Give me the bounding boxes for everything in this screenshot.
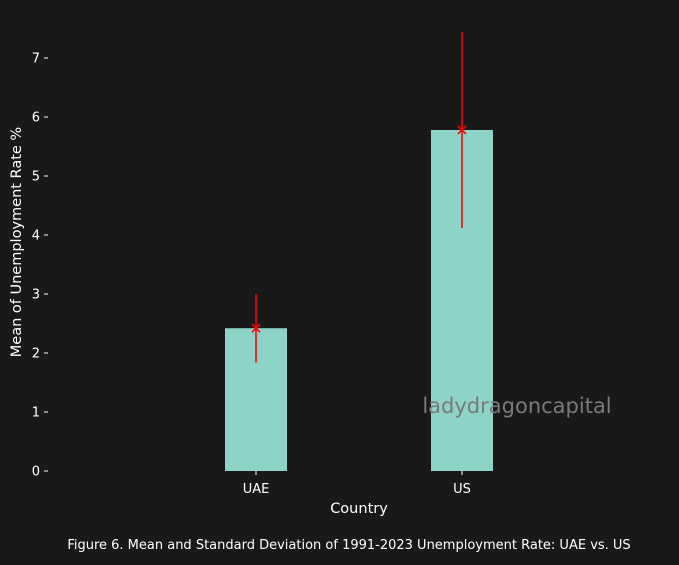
y-tick-label: 0: [32, 465, 40, 480]
bars-layer: [225, 129, 493, 472]
figure-caption: Figure 6. Mean and Standard Deviation of…: [67, 538, 630, 553]
y-axis-label: Mean of Unemployment Rate %: [9, 127, 25, 357]
error-bars-layer: [251, 32, 467, 363]
watermark-text: ladydragoncapital: [422, 394, 611, 418]
y-tick-label: 1: [32, 406, 40, 421]
x-tick-label: UAE: [243, 482, 270, 497]
y-tick-label: 3: [32, 288, 40, 303]
x-tick-label: US: [453, 482, 471, 497]
y-tick-label: 5: [32, 170, 40, 185]
y-axis: 0 1 2 3 4 5 6 7: [32, 52, 48, 480]
y-tick-label: 4: [32, 229, 40, 244]
mean-marker-stroke: [251, 323, 261, 333]
y-tick-label: 7: [32, 52, 40, 67]
mean-marker-uae: [251, 323, 261, 333]
mean-marker-stroke: [457, 125, 467, 135]
y-tick-label: 2: [32, 347, 40, 362]
x-axis-label: Country: [330, 501, 388, 517]
x-axis: UAE US: [243, 471, 471, 497]
mean-marker-us: [457, 125, 467, 135]
y-tick-label: 6: [32, 111, 40, 126]
